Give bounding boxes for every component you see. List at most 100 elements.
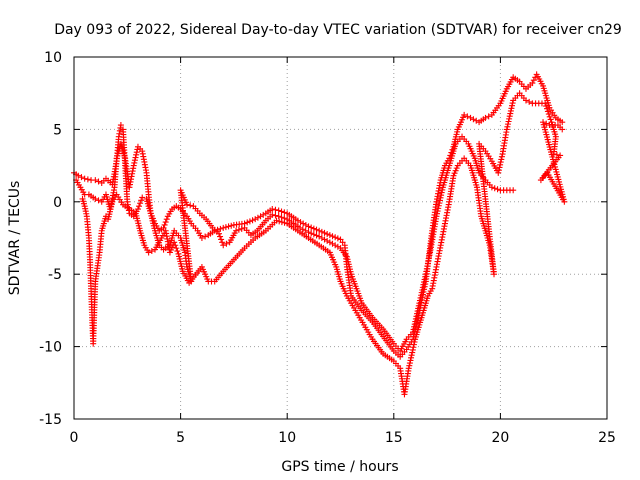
data-point [507, 110, 514, 117]
data-point [530, 77, 537, 84]
data-point [171, 239, 178, 246]
data-point [95, 178, 102, 185]
data-point [405, 365, 412, 372]
data-point [321, 229, 328, 236]
data-point [215, 230, 222, 237]
data-point [409, 346, 416, 353]
y-tick-label: -15 [39, 412, 62, 428]
data-point [310, 225, 317, 232]
data-point [305, 223, 312, 230]
data-point [529, 80, 536, 87]
data-point [202, 233, 209, 240]
data-point [412, 315, 419, 322]
data-point [145, 249, 152, 256]
data-point [313, 226, 320, 233]
data-point [526, 98, 533, 105]
data-point [332, 242, 339, 249]
data-point [133, 151, 140, 158]
data-point [467, 114, 474, 121]
data-point [411, 321, 418, 328]
data-point [137, 200, 144, 207]
y-axis-label: SDTVAR / TECUs [7, 181, 23, 296]
data-point [495, 169, 502, 176]
data-point [294, 217, 301, 224]
data-point [544, 108, 551, 115]
data-point [415, 305, 422, 312]
data-point [329, 240, 336, 247]
data-point [132, 154, 139, 161]
data-point [316, 233, 323, 240]
data-point [412, 318, 419, 325]
data-point [318, 228, 325, 235]
data-point [84, 176, 91, 183]
data-point [498, 153, 505, 160]
data-point [433, 213, 440, 220]
data-point [559, 126, 566, 133]
data-point [302, 221, 309, 228]
data-point [310, 231, 317, 238]
data-point [504, 121, 511, 128]
data-point [131, 159, 138, 166]
data-point [334, 243, 341, 250]
data-point [436, 197, 443, 204]
data-point [324, 231, 331, 238]
data-point [510, 187, 517, 194]
data-point [434, 208, 441, 215]
data-point [540, 119, 547, 126]
data-point [509, 102, 516, 109]
data-point [233, 227, 240, 234]
data-point [133, 149, 140, 156]
data-point [299, 226, 306, 233]
data-point [407, 357, 414, 364]
data-point [218, 236, 225, 243]
y-tick-label: 5 [53, 122, 62, 138]
data-point [504, 123, 511, 130]
y-tick-label: 0 [53, 195, 62, 211]
data-point [308, 224, 315, 231]
data-point [418, 292, 425, 299]
data-point [162, 219, 169, 226]
data-point [470, 116, 477, 123]
data-point [187, 202, 194, 209]
data-point [416, 300, 423, 307]
data-point [278, 219, 285, 226]
data-point [494, 186, 501, 193]
data-point [254, 214, 261, 221]
chart-title: Day 093 of 2022, Sidereal Day-to-day VTE… [54, 22, 622, 38]
data-point [414, 308, 421, 315]
data-point [334, 235, 341, 242]
data-point [543, 105, 550, 112]
data-point [92, 195, 99, 202]
data-point [278, 208, 285, 215]
x-tick-label: 0 [70, 430, 79, 446]
data-point [272, 212, 279, 219]
data-point [276, 218, 283, 225]
data-point [308, 230, 315, 237]
data-point [417, 294, 424, 301]
data-point [438, 189, 445, 196]
data-point [497, 161, 504, 168]
data-point [508, 105, 515, 112]
data-point [506, 113, 513, 120]
data-point [409, 349, 416, 356]
y-tick-label: -5 [48, 267, 62, 283]
x-tick-label: 10 [278, 430, 296, 446]
data-point [547, 116, 554, 123]
data-point [275, 207, 282, 214]
data-point [410, 344, 417, 351]
data-point [522, 97, 529, 104]
axis-ticks [73, 56, 608, 420]
data-point [130, 162, 137, 169]
data-point [281, 209, 288, 216]
data-point [273, 217, 280, 224]
data-point [406, 360, 413, 367]
series-trace-b [73, 133, 517, 354]
y-tick-labels: -15 -10 -5 0 5 10 [39, 50, 62, 428]
data-point [498, 156, 505, 163]
data-point [220, 224, 227, 231]
data-point [436, 200, 443, 207]
data-point [172, 242, 179, 249]
data-point [269, 211, 276, 218]
data-point [252, 216, 259, 223]
series-trace-a [71, 71, 566, 360]
